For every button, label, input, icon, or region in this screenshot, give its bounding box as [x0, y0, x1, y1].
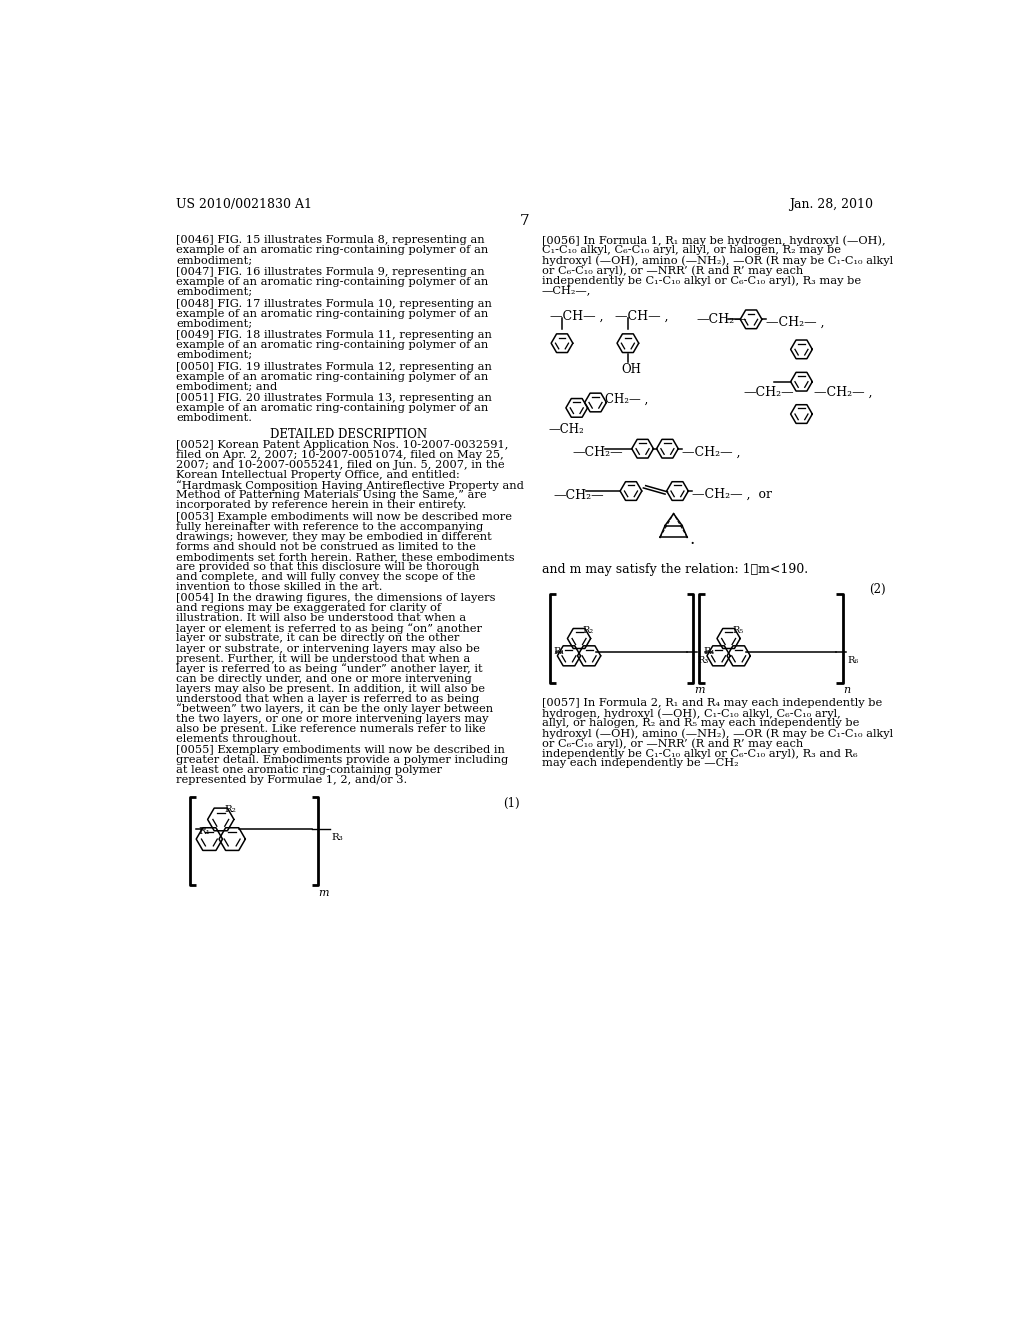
Text: R₃: R₃ [697, 656, 709, 665]
Text: embodiment;: embodiment; [176, 350, 252, 360]
Text: embodiment;: embodiment; [176, 286, 252, 297]
Text: greater detail. Embodiments provide a polymer including: greater detail. Embodiments provide a po… [176, 755, 508, 766]
Text: [0050] FIG. 19 illustrates Formula 12, representing an: [0050] FIG. 19 illustrates Formula 12, r… [176, 362, 492, 372]
Text: —CH₂— ,: —CH₂— , [682, 446, 740, 458]
Text: embodiment;: embodiment; [176, 256, 252, 265]
Text: layer or substrate, it can be directly on the other: layer or substrate, it can be directly o… [176, 634, 460, 643]
Text: R₂: R₂ [583, 626, 594, 635]
Text: layer or element is referred to as being “on” another: layer or element is referred to as being… [176, 623, 482, 635]
Text: [0052] Korean Patent Application Nos. 10-2007-0032591,: [0052] Korean Patent Application Nos. 10… [176, 441, 509, 450]
Text: fully hereinafter with reference to the accompanying: fully hereinafter with reference to the … [176, 521, 483, 532]
Text: layers may also be present. In addition, it will also be: layers may also be present. In addition,… [176, 684, 485, 693]
Text: forms and should not be construed as limited to the: forms and should not be construed as lim… [176, 543, 476, 552]
Text: embodiment;: embodiment; [176, 318, 252, 329]
Text: example of an aromatic ring-containing polymer of an: example of an aromatic ring-containing p… [176, 246, 488, 255]
Text: US 2010/0021830 A1: US 2010/0021830 A1 [176, 198, 312, 211]
Text: may each independently be —CH₂: may each independently be —CH₂ [542, 758, 738, 768]
Text: present. Further, it will be understood that when a: present. Further, it will be understood … [176, 653, 470, 664]
Text: —CH₂— ,: —CH₂— , [814, 385, 872, 399]
Text: [0057] In Formula 2, R₁ and R₄ may each independently be: [0057] In Formula 2, R₁ and R₄ may each … [542, 698, 882, 708]
Text: example of an aromatic ring-containing polymer of an: example of an aromatic ring-containing p… [176, 277, 488, 286]
Text: [0055] Exemplary embodiments will now be described in: [0055] Exemplary embodiments will now be… [176, 744, 505, 755]
Text: are provided so that this disclosure will be thorough: are provided so that this disclosure wil… [176, 562, 479, 572]
Text: drawings; however, they may be embodied in different: drawings; however, they may be embodied … [176, 532, 492, 541]
Text: filed on Apr. 2, 2007; 10-2007-0051074, filed on May 25,: filed on Apr. 2, 2007; 10-2007-0051074, … [176, 450, 504, 461]
Text: —CH₂—: —CH₂— [697, 313, 748, 326]
Text: can be directly under, and one or more intervening: can be directly under, and one or more i… [176, 673, 472, 684]
Text: allyl, or halogen, R₂ and R₅ may each independently be: allyl, or halogen, R₂ and R₅ may each in… [542, 718, 859, 729]
Text: DETAILED DESCRIPTION: DETAILED DESCRIPTION [269, 428, 427, 441]
Text: layer is referred to as being “under” another layer, it: layer is referred to as being “under” an… [176, 664, 482, 675]
Text: R₁: R₁ [199, 828, 211, 837]
Text: R₆: R₆ [847, 656, 858, 665]
Text: OH: OH [622, 363, 642, 376]
Text: embodiments set forth herein. Rather, these embodiments: embodiments set forth herein. Rather, th… [176, 552, 515, 562]
Text: Jan. 28, 2010: Jan. 28, 2010 [790, 198, 873, 211]
Text: —CH₂—,: —CH₂—, [542, 285, 591, 296]
Text: (1): (1) [504, 797, 520, 809]
Text: m: m [318, 887, 329, 898]
Text: [0046] FIG. 15 illustrates Formula 8, representing an: [0046] FIG. 15 illustrates Formula 8, re… [176, 235, 484, 246]
Text: —CH₂— ,  or: —CH₂— , or [692, 488, 772, 502]
Text: independently be C₁-C₁₀ alkyl or C₆-C₁₀ aryl), R₃ and R₆: independently be C₁-C₁₀ alkyl or C₆-C₁₀ … [542, 748, 857, 759]
Text: [0054] In the drawing figures, the dimensions of layers: [0054] In the drawing figures, the dimen… [176, 594, 496, 603]
Text: hydroxyl (—OH), amino (—NH₂), —OR (R may be C₁-C₁₀ alkyl: hydroxyl (—OH), amino (—NH₂), —OR (R may… [542, 729, 893, 739]
Text: elements throughout.: elements throughout. [176, 734, 301, 743]
Text: C₁-C₁₀ alkyl, C₆-C₁₀ aryl, allyl, or halogen, R₂ may be: C₁-C₁₀ alkyl, C₆-C₁₀ aryl, allyl, or hal… [542, 246, 841, 255]
Text: incorporated by reference herein in their entirety.: incorporated by reference herein in thei… [176, 500, 466, 511]
Text: R₅: R₅ [732, 626, 743, 635]
Text: —CH— ,: —CH— , [615, 310, 669, 323]
Text: embodiment.: embodiment. [176, 413, 252, 424]
Text: —CH₂—: —CH₂— [572, 446, 624, 459]
Text: hydroxyl (—OH), amino (—NH₂), —OR (R may be C₁-C₁₀ alkyl: hydroxyl (—OH), amino (—NH₂), —OR (R may… [542, 256, 893, 267]
Text: [0048] FIG. 17 illustrates Formula 10, representing an: [0048] FIG. 17 illustrates Formula 10, r… [176, 298, 492, 309]
Text: (2): (2) [869, 582, 886, 595]
Text: Korean Intellectual Property Office, and entitled:: Korean Intellectual Property Office, and… [176, 470, 460, 480]
Text: invention to those skilled in the art.: invention to those skilled in the art. [176, 582, 383, 591]
Text: illustration. It will also be understood that when a: illustration. It will also be understood… [176, 614, 466, 623]
Text: [0051] FIG. 20 illustrates Formula 13, representing an: [0051] FIG. 20 illustrates Formula 13, r… [176, 393, 492, 403]
Text: 7: 7 [520, 214, 529, 228]
Text: [0053] Example embodiments will now be described more: [0053] Example embodiments will now be d… [176, 512, 512, 521]
Text: or C₆-C₁₀ aryl), or —NRR’ (R and R’ may each: or C₆-C₁₀ aryl), or —NRR’ (R and R’ may … [542, 265, 803, 276]
Text: layer or substrate, or intervening layers may also be: layer or substrate, or intervening layer… [176, 644, 480, 653]
Text: and m may satisfy the relation: 1≦m<190.: and m may satisfy the relation: 1≦m<190. [542, 564, 808, 577]
Text: example of an aromatic ring-containing polymer of an: example of an aromatic ring-containing p… [176, 341, 488, 350]
Text: R₂: R₂ [224, 805, 237, 814]
Text: represented by Formulae 1, 2, and/or 3.: represented by Formulae 1, 2, and/or 3. [176, 775, 408, 785]
Text: embodiment; and: embodiment; and [176, 381, 278, 392]
Text: —CH₂— ,: —CH₂— , [766, 317, 824, 329]
Text: also be present. Like reference numerals refer to like: also be present. Like reference numerals… [176, 723, 485, 734]
Text: —CH₂: —CH₂ [548, 422, 584, 436]
Text: 2007; and 10-2007-0055241, filed on Jun. 5, 2007, in the: 2007; and 10-2007-0055241, filed on Jun.… [176, 461, 505, 470]
Text: R₃: R₃ [332, 833, 344, 842]
Text: m: m [693, 685, 705, 696]
Text: understood that when a layer is referred to as being: understood that when a layer is referred… [176, 693, 479, 704]
Text: hydrogen, hydroxyl (—OH), C₁-C₁₀ alkyl, C₆-C₁₀ aryl,: hydrogen, hydroxyl (—OH), C₁-C₁₀ alkyl, … [542, 708, 841, 719]
Text: and complete, and will fully convey the scope of the: and complete, and will fully convey the … [176, 572, 475, 582]
Text: .: . [689, 531, 694, 548]
Text: R₄: R₄ [703, 647, 715, 656]
Text: example of an aromatic ring-containing polymer of an: example of an aromatic ring-containing p… [176, 372, 488, 381]
Text: R₁: R₁ [554, 647, 565, 656]
Text: at least one aromatic ring-containing polymer: at least one aromatic ring-containing po… [176, 766, 442, 775]
Text: n: n [844, 685, 851, 696]
Text: example of an aromatic ring-containing polymer of an: example of an aromatic ring-containing p… [176, 404, 488, 413]
Text: example of an aromatic ring-containing polymer of an: example of an aromatic ring-containing p… [176, 309, 488, 318]
Text: —CH₂—: —CH₂— [743, 385, 794, 399]
Text: CH₂— ,: CH₂— , [605, 393, 648, 407]
Text: or C₆-C₁₀ aryl), or —NRR’ (R and R’ may each: or C₆-C₁₀ aryl), or —NRR’ (R and R’ may … [542, 738, 803, 748]
Text: “between” two layers, it can be the only layer between: “between” two layers, it can be the only… [176, 704, 494, 714]
Text: Method of Patterning Materials Using the Same,” are: Method of Patterning Materials Using the… [176, 490, 486, 500]
Text: and regions may be exaggerated for clarity of: and regions may be exaggerated for clari… [176, 603, 441, 614]
Text: “Hardmask Composition Having Antireflective Property and: “Hardmask Composition Having Antireflect… [176, 480, 524, 491]
Text: [0047] FIG. 16 illustrates Formula 9, representing an: [0047] FIG. 16 illustrates Formula 9, re… [176, 267, 484, 277]
Text: [0049] FIG. 18 illustrates Formula 11, representing an: [0049] FIG. 18 illustrates Formula 11, r… [176, 330, 492, 341]
Text: —CH₂—: —CH₂— [554, 488, 604, 502]
Text: [0056] In Formula 1, R₁ may be hydrogen, hydroxyl (—OH),: [0056] In Formula 1, R₁ may be hydrogen,… [542, 235, 886, 246]
Text: independently be C₁-C₁₀ alkyl or C₆-C₁₀ aryl), R₃ may be: independently be C₁-C₁₀ alkyl or C₆-C₁₀ … [542, 276, 861, 286]
Text: the two layers, or one or more intervening layers may: the two layers, or one or more interveni… [176, 714, 488, 723]
Text: —CH— ,: —CH— , [550, 310, 603, 323]
